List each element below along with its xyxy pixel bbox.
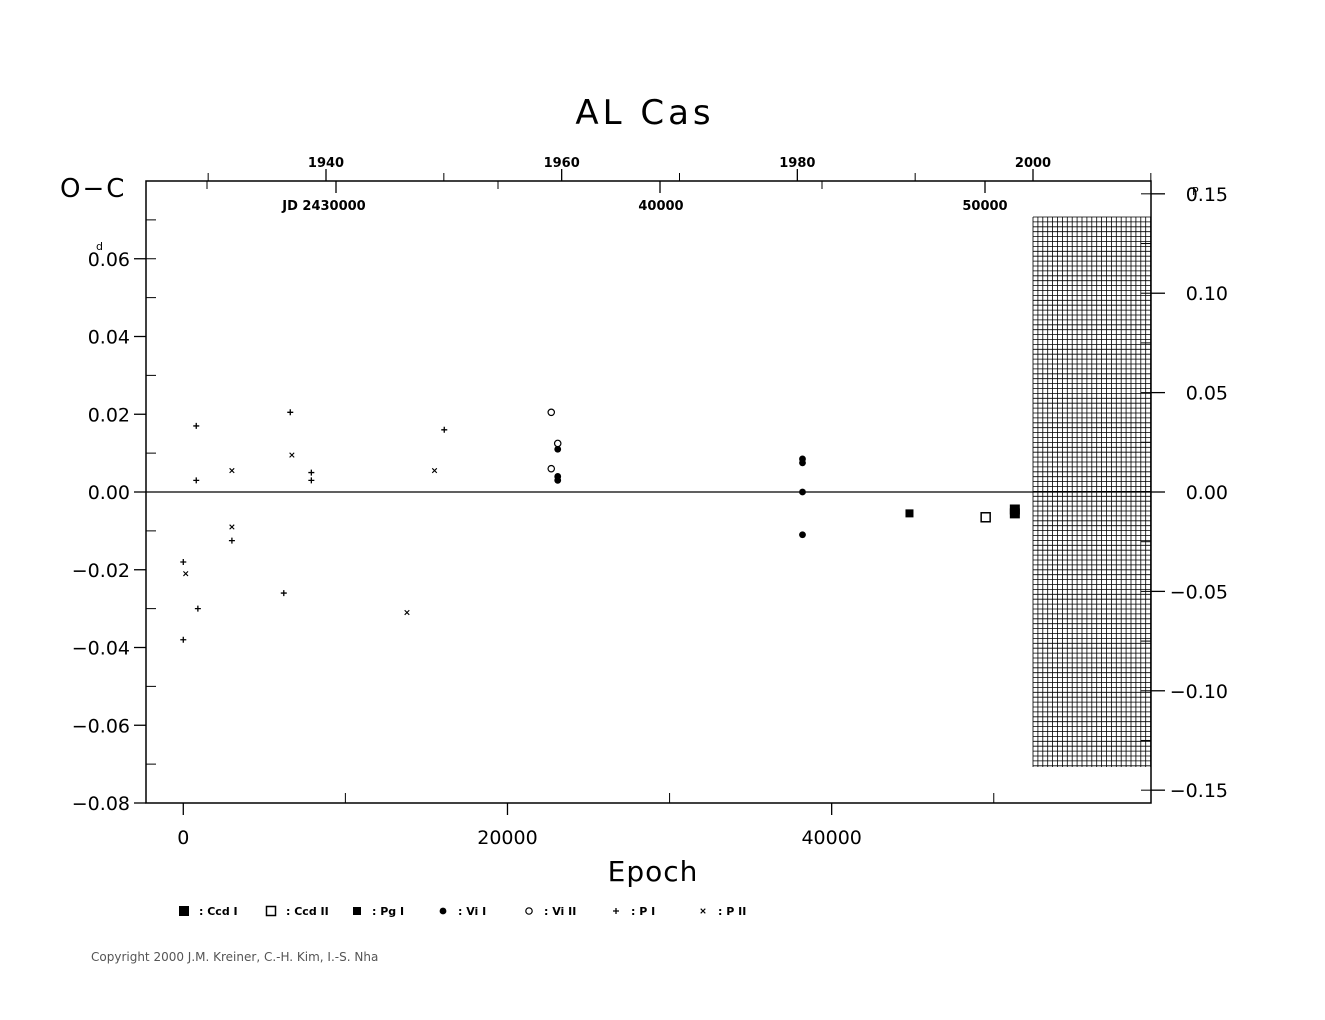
plot-frame xyxy=(145,180,1152,804)
data-point xyxy=(554,476,562,484)
data-point xyxy=(180,636,187,643)
data-point xyxy=(980,512,991,523)
data-point xyxy=(554,445,562,453)
data-point xyxy=(194,605,201,612)
right-tick-label: 0.10 xyxy=(1186,283,1228,305)
data-point xyxy=(547,464,556,473)
legend-label: : P II xyxy=(718,905,746,918)
right-tick-label: 0.00 xyxy=(1186,482,1228,504)
data-point xyxy=(905,509,914,518)
year-tick-label: 2000 xyxy=(1015,156,1051,171)
legend-symbol xyxy=(525,907,533,915)
legend: : Ccd I : Ccd II : Pg I : Vi I : Vi II : P I:… xyxy=(179,905,746,918)
legend-label: : Ccd II xyxy=(286,905,329,918)
legend-item: : Vi I xyxy=(439,905,486,918)
data-point xyxy=(228,537,235,544)
data-point xyxy=(431,467,438,474)
jd-tick-label: 40000 xyxy=(638,199,683,214)
data-point xyxy=(287,409,294,416)
data-point xyxy=(1009,508,1020,519)
year-tick-label: 1940 xyxy=(308,156,344,171)
x-tick-label: 40000 xyxy=(801,827,861,849)
right-tick-label: 0.05 xyxy=(1186,383,1228,405)
data-point xyxy=(308,469,315,476)
data-point xyxy=(441,426,448,433)
legend-symbol xyxy=(700,908,706,914)
copyright-note: Copyright 2000 J.M. Kreiner, C.-H. Kim, … xyxy=(91,950,378,964)
y-axis-label: O−C xyxy=(60,174,126,204)
data-point xyxy=(308,477,315,484)
data-point xyxy=(180,558,187,565)
chart-title: AL Cas xyxy=(575,93,714,133)
y-tick-label: 0.00 xyxy=(88,482,130,504)
data-point xyxy=(799,459,806,467)
y-tick-label: 0.04 xyxy=(88,327,130,349)
legend-symbol xyxy=(353,907,361,915)
legend-symbol xyxy=(439,907,447,915)
data-point xyxy=(289,452,295,458)
data-point xyxy=(183,570,189,577)
legend-item: : P II xyxy=(700,905,746,918)
x-tick-label: 20000 xyxy=(477,827,537,849)
right-axis-unit: P xyxy=(1192,185,1199,198)
data-point xyxy=(229,524,235,530)
y-tick-label: −0.02 xyxy=(72,560,130,582)
data-point xyxy=(799,488,806,496)
right-tick-label: −0.10 xyxy=(1170,681,1228,703)
legend-item: : P I xyxy=(613,905,655,918)
right-tick-label: 0.15 xyxy=(1186,184,1228,206)
data-point xyxy=(280,590,287,597)
data-point xyxy=(229,467,235,474)
y-tick-label: 0.02 xyxy=(88,404,130,426)
legend-symbol xyxy=(613,908,619,914)
x-tick-label: 0 xyxy=(177,827,189,849)
jd-tick-label: 50000 xyxy=(962,199,1007,214)
axes: 0.06 0.04 0.02 0.00 −0.02 −0.04 −0.06 −0.08 0.15… xyxy=(72,156,1228,849)
data-point xyxy=(799,531,806,539)
y-tick-label: −0.06 xyxy=(72,715,130,737)
y-tick-label: −0.08 xyxy=(72,793,130,815)
legend-label: : Vi I xyxy=(458,905,486,918)
right-tick-label: −0.15 xyxy=(1170,780,1228,802)
legend-item: : Pg I xyxy=(353,905,404,918)
legend-label: : Pg I xyxy=(372,905,404,918)
legend-symbol xyxy=(179,906,189,916)
y-tick-label: 0.06 xyxy=(88,249,130,271)
year-tick-label: 1980 xyxy=(779,156,815,171)
y-axis-unit: d xyxy=(96,240,103,253)
data-point xyxy=(193,422,200,429)
legend-symbol xyxy=(265,905,277,917)
data-point xyxy=(553,439,562,448)
legend-item: : Ccd II xyxy=(265,905,329,918)
data-point xyxy=(404,609,410,616)
jd-tick-label: JD 2430000 xyxy=(281,199,365,214)
data-points xyxy=(180,408,1020,643)
right-tick-label: −0.05 xyxy=(1170,581,1228,603)
legend-label: : Vi II xyxy=(544,905,576,918)
legend-item: : Vi II xyxy=(525,905,576,918)
year-tick-label: 1960 xyxy=(544,156,580,171)
legend-label: : P I xyxy=(631,905,655,918)
data-point xyxy=(193,477,200,484)
y-tick-label: −0.04 xyxy=(72,638,130,660)
x-axis-label: Epoch xyxy=(608,855,699,888)
data-point xyxy=(547,408,556,417)
legend-label: : Ccd I xyxy=(199,905,238,918)
legend-item: : Ccd I xyxy=(179,905,238,918)
